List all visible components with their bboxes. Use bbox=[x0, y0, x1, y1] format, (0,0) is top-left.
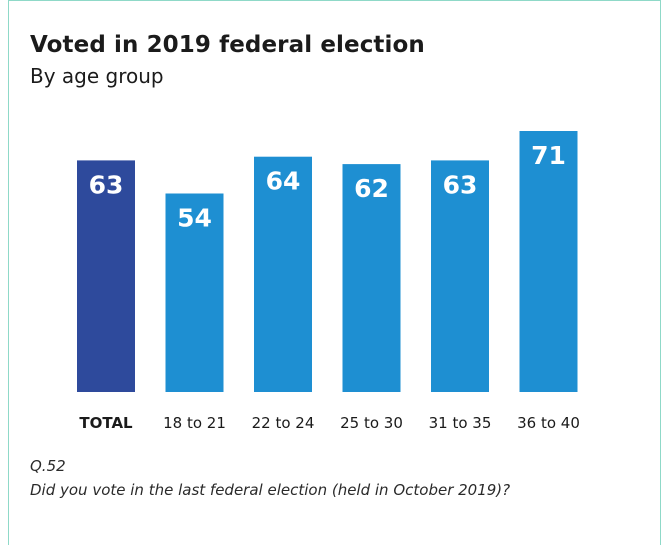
category-label: 18 to 21 bbox=[163, 414, 226, 432]
value-label: 54 bbox=[177, 204, 212, 233]
value-label: 63 bbox=[443, 170, 478, 199]
chart-title: Voted in 2019 federal election bbox=[30, 32, 425, 58]
category-label: TOTAL bbox=[79, 414, 133, 432]
question-id: Q.52 bbox=[30, 457, 66, 475]
value-label: 64 bbox=[266, 167, 301, 196]
category-label: 22 to 24 bbox=[252, 414, 315, 432]
category-label: 31 to 35 bbox=[429, 414, 492, 432]
bar-25-to-30 bbox=[342, 164, 401, 392]
bar-total bbox=[77, 160, 135, 392]
question-text: Did you vote in the last federal electio… bbox=[30, 481, 511, 499]
category-label: 36 to 40 bbox=[517, 414, 580, 432]
bar-36-to-40 bbox=[519, 131, 578, 392]
bar-22-to-24 bbox=[254, 156, 312, 392]
bar-31-to-35 bbox=[431, 160, 489, 392]
chart-subtitle: By age group bbox=[30, 64, 164, 88]
category-label: 25 to 30 bbox=[340, 414, 403, 432]
bar-18-to-21 bbox=[165, 193, 224, 392]
value-label: 63 bbox=[89, 170, 124, 199]
value-label: 71 bbox=[531, 141, 566, 170]
value-label: 62 bbox=[354, 174, 389, 203]
